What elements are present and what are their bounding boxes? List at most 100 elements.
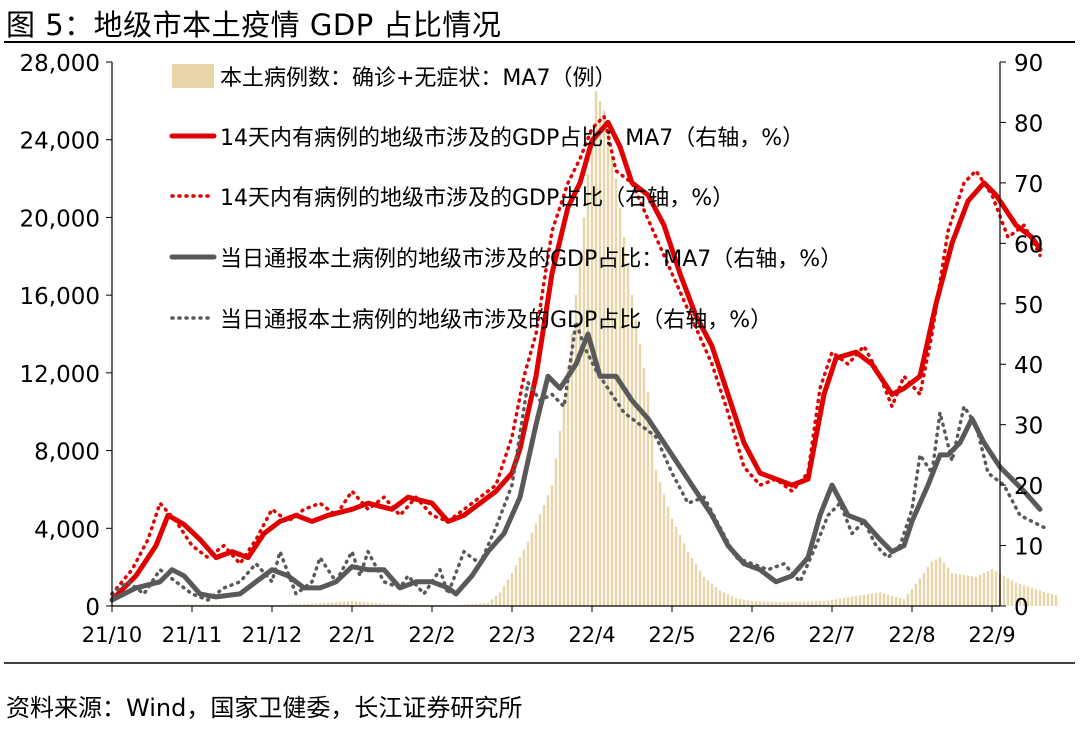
bar	[522, 549, 526, 606]
x-tick-label: 21/12	[242, 623, 303, 647]
bar	[982, 572, 986, 606]
bar	[318, 603, 322, 606]
bar	[198, 604, 202, 606]
bar	[922, 572, 926, 606]
bar	[766, 601, 770, 606]
bar	[574, 295, 578, 606]
bar	[206, 604, 210, 606]
legend-swatch-bar	[172, 64, 214, 88]
x-tick-label: 22/4	[568, 623, 615, 647]
bar	[426, 604, 430, 606]
bar	[306, 603, 310, 606]
bar	[842, 597, 846, 606]
bar	[406, 604, 410, 606]
bar	[706, 580, 710, 606]
bar	[534, 523, 538, 606]
bar	[502, 585, 506, 606]
bar	[422, 604, 426, 606]
bar	[782, 601, 786, 606]
bar	[1006, 578, 1010, 606]
bar	[542, 504, 546, 606]
bar	[886, 594, 890, 606]
bar	[486, 603, 490, 606]
bar	[946, 567, 950, 606]
bar	[366, 602, 370, 606]
bar	[970, 576, 974, 606]
bar	[354, 601, 358, 606]
bar	[1018, 583, 1022, 606]
bar	[326, 602, 330, 606]
bar	[646, 392, 650, 606]
bar	[466, 604, 470, 606]
bar	[734, 598, 738, 606]
bar	[630, 295, 634, 606]
left-tick-label: 8,000	[34, 440, 100, 466]
bar	[990, 569, 994, 606]
solid-line-series	[109, 119, 1043, 603]
bar	[378, 603, 382, 606]
bar	[986, 571, 990, 606]
source-note: 资料来源：Wind，国家卫健委，长江证券研究所	[6, 694, 523, 722]
bar	[462, 604, 466, 606]
bar	[738, 598, 742, 606]
right-tick-label: 90	[1014, 51, 1043, 77]
bar	[190, 604, 194, 606]
bar	[638, 343, 642, 606]
line-series	[109, 114, 1046, 603]
bar	[658, 482, 662, 606]
bar	[810, 601, 814, 606]
bar	[614, 178, 618, 607]
bar	[838, 598, 842, 606]
bar	[686, 551, 690, 606]
bar	[402, 604, 406, 606]
legend: 本土病例数：确诊+无症状：MA7（例） 14天内有病例的地级市涉及的GDP占比：M…	[169, 64, 842, 333]
bar	[530, 532, 534, 606]
bar	[1038, 590, 1042, 606]
bar	[910, 589, 914, 606]
bar	[702, 576, 706, 606]
x-tick-label: 22/5	[648, 623, 695, 647]
left-tick-label: 28,000	[20, 51, 100, 77]
bar	[578, 256, 582, 606]
bar	[622, 236, 626, 606]
bar	[642, 368, 646, 606]
bar	[714, 587, 718, 606]
bar	[1034, 589, 1038, 606]
legend-label: 14天内有病例的地级市涉及的GDP占比：MA7（右轴，%）	[220, 126, 804, 151]
bar	[490, 599, 494, 606]
bar	[806, 601, 810, 606]
bar	[514, 565, 518, 606]
bar	[626, 266, 630, 606]
bar	[634, 319, 638, 606]
bar	[290, 604, 294, 606]
bar	[650, 431, 654, 606]
figure-title: 图 5：地级市本土疫情 GDP 占比情况	[6, 8, 502, 42]
bar	[670, 518, 674, 606]
bar	[662, 494, 666, 606]
bar	[294, 604, 298, 606]
bar	[610, 155, 614, 606]
dotted-line-series	[110, 114, 1042, 596]
bar	[594, 91, 598, 606]
bar	[778, 602, 782, 606]
bar	[1050, 594, 1054, 606]
bar	[830, 599, 834, 606]
bar	[170, 604, 174, 606]
bar	[682, 543, 686, 606]
bar	[382, 603, 386, 606]
bar	[994, 571, 998, 606]
bar	[1042, 591, 1046, 606]
bar	[302, 603, 306, 606]
bar	[222, 604, 226, 606]
bar	[854, 596, 858, 606]
bar	[978, 574, 982, 606]
x-tick-label: 22/1	[328, 623, 375, 647]
bar	[458, 604, 462, 606]
bar	[678, 535, 682, 606]
bar	[938, 557, 942, 606]
legend-label: 当日通报本土病例的地级市涉及的GDP占比：MA7（右轴，%）	[220, 247, 842, 272]
bar	[498, 592, 502, 606]
right-tick-label: 70	[1014, 172, 1043, 198]
bar	[814, 601, 818, 606]
